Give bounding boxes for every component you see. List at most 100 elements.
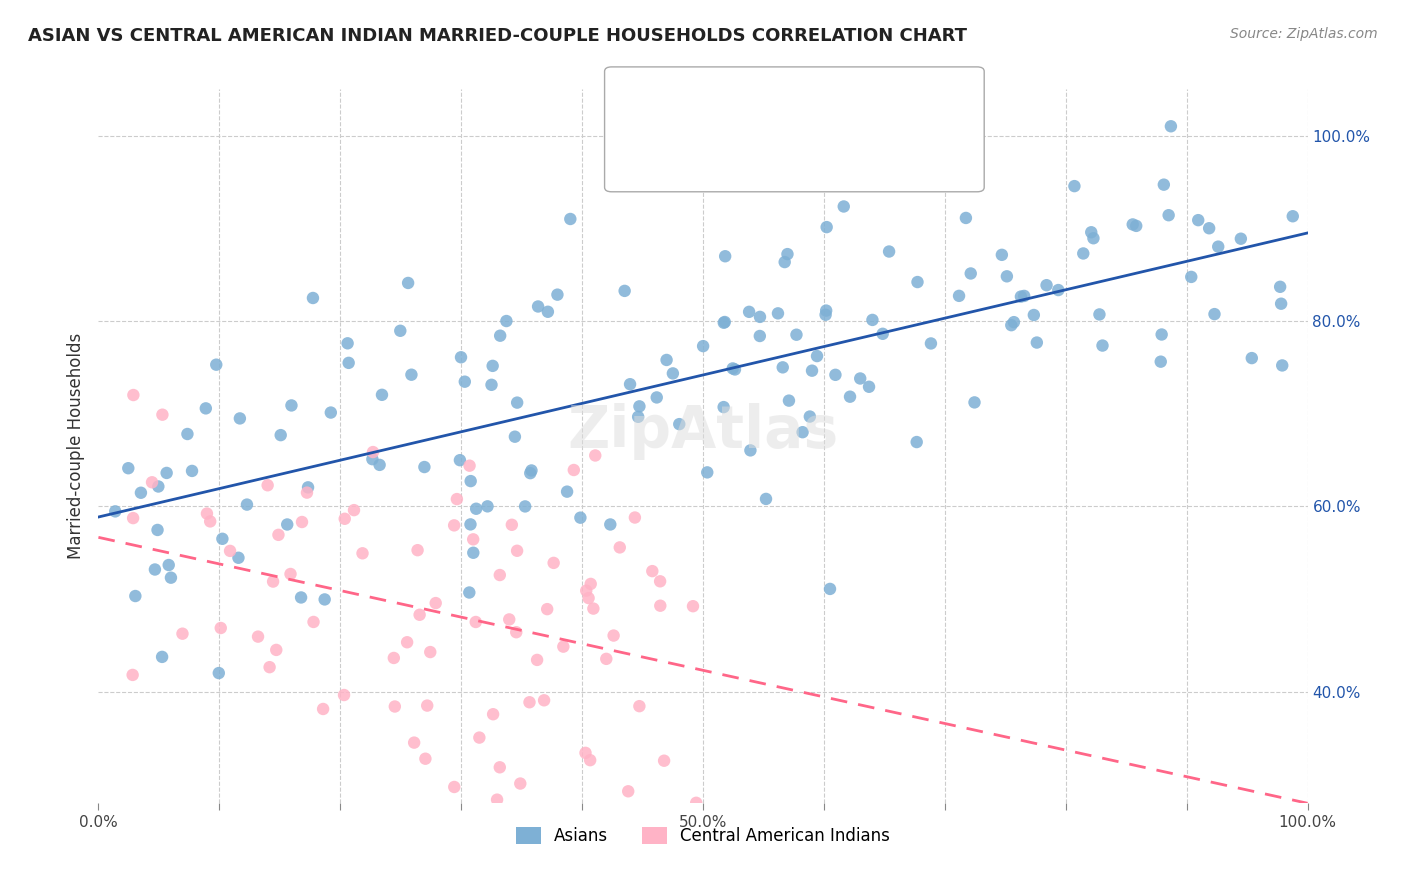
Point [1150,354,1173,368]
Point [799,409,821,424]
Point [668,417,690,431]
Point [209,621,232,635]
Point [1157,208,1180,222]
Point [1047,283,1070,297]
Point [920,336,942,351]
Point [176,427,198,442]
Point [486,792,509,806]
Point [773,255,796,269]
Point [907,275,929,289]
Point [319,406,342,420]
Point [543,556,565,570]
Point [270,428,292,442]
Point [527,300,550,314]
Point [481,359,503,373]
Point [599,517,621,532]
Point [602,629,624,643]
Point [766,306,789,320]
Point [413,460,436,475]
Point [991,248,1014,262]
Point [146,523,169,537]
Point [302,291,325,305]
Point [613,284,636,298]
Point [955,211,977,225]
Point [1063,179,1085,194]
Point [343,503,366,517]
Point [650,599,672,613]
Point [236,498,259,512]
Point [156,466,179,480]
Point [641,564,664,578]
Point [849,371,872,385]
Point [963,395,986,409]
Point [755,491,778,506]
Point [1088,307,1111,321]
Point [526,653,548,667]
Point [290,591,312,605]
Point [482,707,505,722]
Point [361,452,384,467]
Point [1180,269,1202,284]
Point [333,512,356,526]
Point [645,391,668,405]
Point [738,305,761,319]
Point [464,615,486,629]
Point [104,504,127,518]
Point [655,353,678,368]
Point [749,310,772,324]
Point [1198,221,1220,235]
Point [560,211,582,226]
Point [477,500,499,514]
Point [815,303,838,318]
Point [1153,178,1175,192]
Point [519,695,541,709]
Point [506,543,529,558]
Point [481,377,503,392]
Point [1204,307,1226,321]
Point [617,784,640,798]
Point [229,411,252,425]
Point [152,408,174,422]
Point [792,425,814,440]
Point [443,518,465,533]
Point [582,601,605,615]
Point [195,507,218,521]
Point [801,364,824,378]
Point [652,754,675,768]
Point [1091,338,1114,352]
Point [575,583,598,598]
Point [219,544,242,558]
Point [396,635,419,649]
Point [160,571,183,585]
Point [806,349,828,363]
Point [368,458,391,472]
Point [627,409,650,424]
Point [446,492,468,507]
Point [905,435,928,450]
Point [713,316,735,330]
Point [1187,213,1209,227]
Text: ASIAN VS CENTRAL AMERICAN INDIAN MARRIED-COUPLE HOUSEHOLDS CORRELATION CHART: ASIAN VS CENTRAL AMERICAN INDIAN MARRIED… [28,27,967,45]
Point [458,585,481,599]
Point [1035,278,1057,293]
Point [262,574,284,589]
Text: ZipAtlas: ZipAtlas [568,403,838,460]
Point [259,660,281,674]
Point [513,500,536,514]
Point [553,640,575,654]
Point [228,550,250,565]
Point [662,367,685,381]
Point [537,305,560,319]
Point [157,558,180,572]
Point [862,313,884,327]
Point [628,699,651,714]
Point [495,314,517,328]
Point [995,269,1018,284]
Point [416,698,439,713]
Point [1230,232,1253,246]
Point [839,390,862,404]
Point [533,693,555,707]
Point [468,731,491,745]
Point [1080,225,1102,239]
Point [520,463,543,477]
